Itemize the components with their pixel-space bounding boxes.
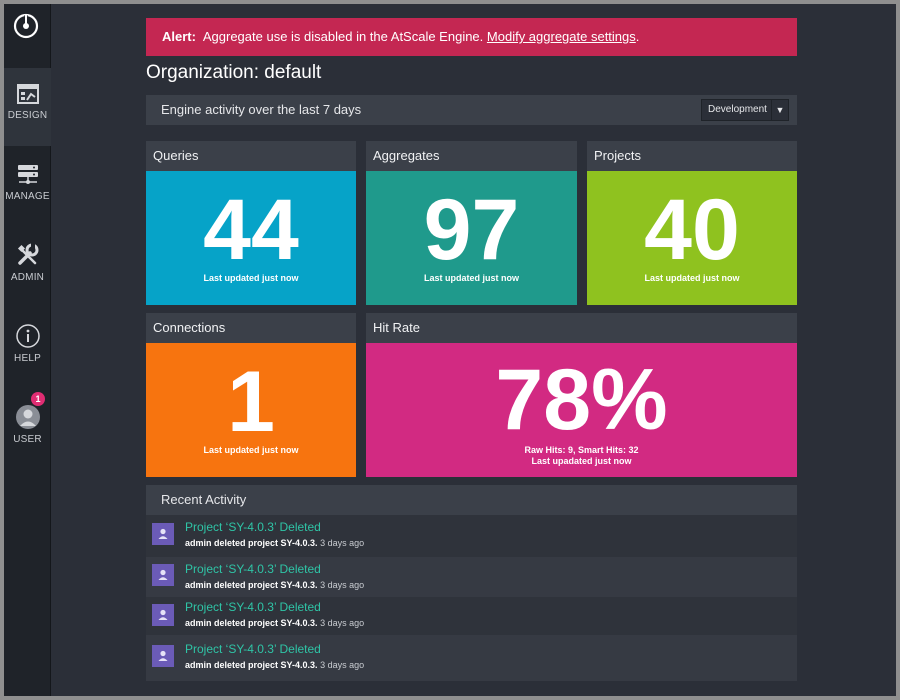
environment-select[interactable]: Development ▼: [701, 99, 789, 121]
card-body: 40 Last updated just now: [587, 171, 797, 305]
user-avatar-icon: [158, 650, 168, 661]
activity-title-link[interactable]: Project ‘SY-4.0.3’ Deleted: [185, 642, 321, 656]
sidebar-item-label: USER: [13, 434, 42, 445]
activity-title-link[interactable]: Project ‘SY-4.0.3’ Deleted: [185, 520, 321, 534]
avatar: [152, 523, 174, 545]
avatar: [152, 645, 174, 667]
list-item: Project ‘SY-4.0.3’ Deleted admin deleted…: [146, 557, 797, 597]
engine-activity-header: Engine activity over the last 7 days Dev…: [146, 95, 797, 125]
hit-rate-detail: Raw Hits: 9, Smart Hits: 32: [524, 445, 639, 455]
user-avatar-icon: [158, 609, 168, 620]
alert-message: Aggregate use is disabled in the AtScale…: [202, 29, 484, 44]
sidebar-item-help[interactable]: HELP: [4, 311, 51, 389]
activity-title-link[interactable]: Project ‘SY-4.0.3’ Deleted: [185, 562, 321, 576]
card-updated-note: Last updated just now: [203, 273, 299, 283]
aggregates-card: Aggregates 97 Last updated just now: [366, 141, 577, 305]
hit-rate-value: 78%: [495, 352, 668, 448]
list-item: Project ‘SY-4.0.3’ Deleted admin deleted…: [146, 515, 797, 557]
atscale-logo-icon[interactable]: [12, 12, 40, 40]
card-body: 1 Last updated just now: [146, 343, 356, 477]
card-body: 97 Last updated just now: [366, 171, 577, 305]
sidebar-item-label: ADMIN: [10, 272, 45, 283]
app-window: DESIGN MANAGE ADMIN: [4, 4, 896, 696]
user-avatar-icon: [158, 528, 168, 539]
list-item: Project ‘SY-4.0.3’ Deleted admin deleted…: [146, 597, 797, 635]
connections-value: 1: [227, 354, 275, 450]
activity-description: admin deleted project SY-4.0.3. 3 days a…: [185, 538, 365, 548]
hit-rate-card: Hit Rate 78% Raw Hits: 9, Smart Hits: 32…: [366, 313, 797, 477]
card-title: Aggregates: [366, 141, 577, 171]
sidebar-item-label: DESIGN: [7, 110, 48, 121]
modify-aggregate-settings-link[interactable]: Modify aggregate settings: [486, 29, 636, 44]
card-title: Queries: [146, 141, 356, 171]
card-body: 78% Raw Hits: 9, Smart Hits: 32 Last upa…: [366, 343, 797, 477]
card-updated-note: Last updated just now: [203, 445, 299, 455]
activity-description: admin deleted project SY-4.0.3. 3 days a…: [185, 580, 365, 590]
user-avatar-icon: [158, 569, 168, 580]
recent-activity-title: Recent Activity: [161, 492, 247, 507]
design-icon: [16, 84, 39, 104]
info-icon: [15, 324, 40, 348]
card-title: Hit Rate: [366, 313, 797, 343]
activity-description: admin deleted project SY-4.0.3. 3 days a…: [185, 618, 365, 628]
server-icon: [17, 165, 38, 184]
avatar: [152, 604, 174, 626]
sidebar-item-label: HELP: [14, 353, 41, 364]
card-updated-note: Last updated just now: [423, 273, 519, 283]
caret-down-icon: ▼: [771, 100, 788, 120]
sidebar-item-label: MANAGE: [5, 191, 50, 202]
user-icon: [15, 405, 40, 429]
sidebar: DESIGN MANAGE ADMIN: [4, 4, 51, 696]
recent-activity-header: Recent Activity: [146, 485, 797, 515]
alert-banner: Alert: Aggregate use is disabled in the …: [146, 18, 797, 56]
engine-activity-title: Engine activity over the last 7 days: [161, 102, 362, 117]
card-title: Projects: [587, 141, 797, 171]
wrench-icon: [17, 243, 38, 265]
sidebar-item-user[interactable]: 1 USER: [4, 392, 51, 470]
card-updated-note: Last updated just now: [644, 273, 740, 283]
connections-card: Connections 1 Last updated just now: [146, 313, 356, 477]
card-title: Connections: [146, 313, 356, 343]
card-updated-note: Last upadated just now: [531, 456, 632, 466]
alert-prefix: Alert:: [162, 29, 196, 44]
page-title: Organization: default: [146, 62, 322, 83]
list-item: Project ‘SY-4.0.3’ Deleted admin deleted…: [146, 635, 797, 681]
projects-value: 40: [644, 182, 740, 278]
projects-card: Projects 40 Last updated just now: [587, 141, 797, 305]
notification-badge: 1: [31, 392, 45, 406]
alert-suffix: .: [635, 29, 640, 44]
aggregates-value: 97: [423, 182, 520, 278]
environment-select-value: Development: [708, 104, 767, 115]
queries-card: Queries 44 Last updated just now: [146, 141, 356, 305]
sidebar-item-design[interactable]: DESIGN: [4, 68, 51, 146]
queries-value: 44: [203, 182, 299, 278]
activity-description: admin deleted project SY-4.0.3. 3 days a…: [185, 660, 365, 670]
sidebar-item-manage[interactable]: MANAGE: [4, 149, 51, 227]
card-body: 44 Last updated just now: [146, 171, 356, 305]
activity-title-link[interactable]: Project ‘SY-4.0.3’ Deleted: [185, 600, 321, 614]
sidebar-item-admin[interactable]: ADMIN: [4, 230, 51, 308]
avatar: [152, 564, 174, 586]
